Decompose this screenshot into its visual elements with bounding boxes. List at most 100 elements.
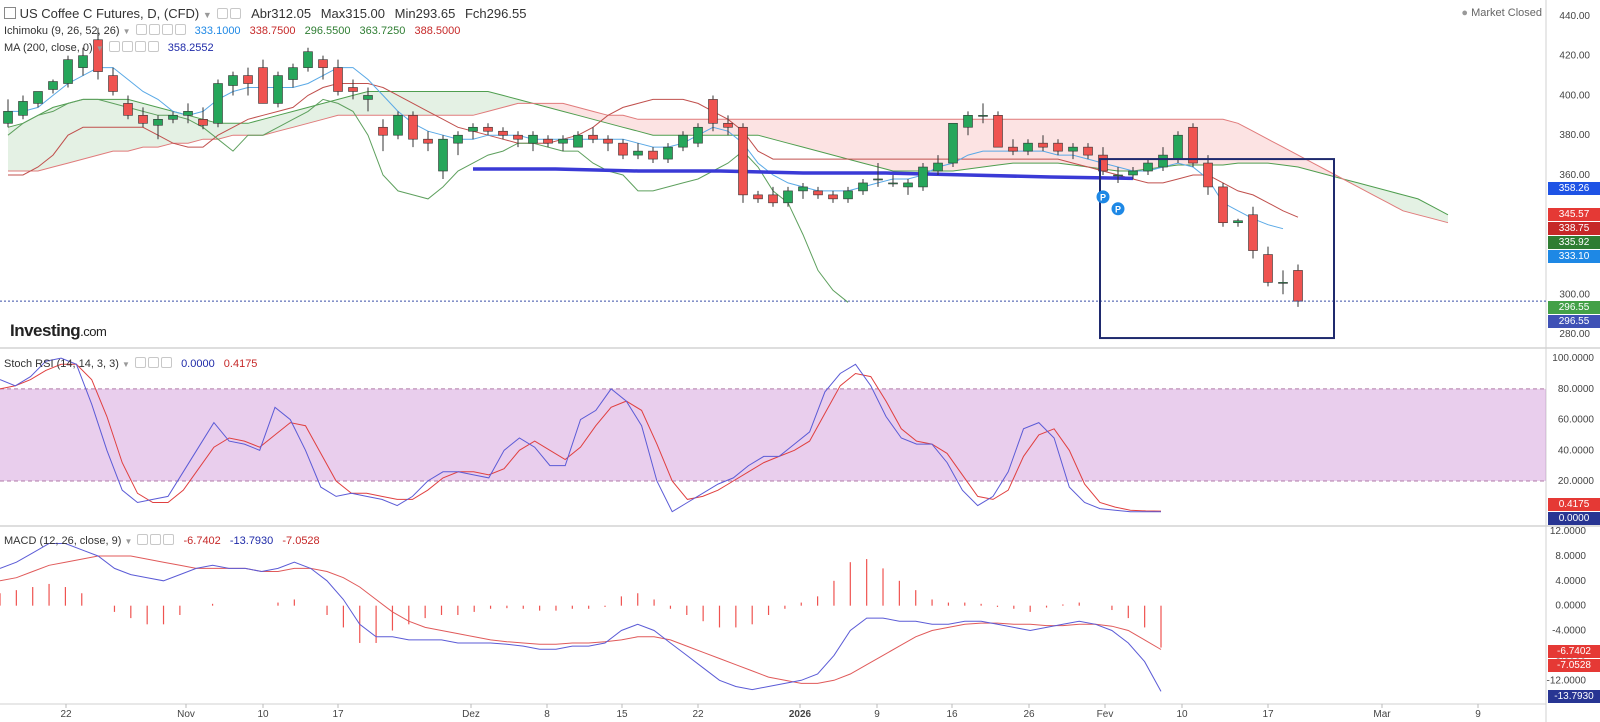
price-tag: 358.26: [1548, 182, 1600, 195]
remove-icon[interactable]: [134, 41, 146, 52]
price-axis-tick: 380.00: [1559, 130, 1590, 141]
chevron-down-icon[interactable]: ▼: [124, 537, 133, 546]
candle-body: [798, 186, 808, 192]
candle-body: [48, 81, 58, 90]
kumo-cloud-segment: [1253, 131, 1268, 164]
eye-icon[interactable]: [135, 24, 147, 35]
kumo-cloud-segment: [848, 119, 863, 164]
candle-body: [1248, 214, 1258, 251]
kumo-cloud-segment: [1388, 190, 1403, 211]
kumo-cloud-segment: [563, 103, 578, 116]
candle-body: [618, 142, 628, 156]
kumo-cloud-segment: [668, 119, 683, 136]
candle-body: [213, 83, 223, 124]
macd-axis-tick: 4.0000: [1555, 576, 1586, 587]
candle-body: [978, 115, 988, 117]
price-tag: 338.75: [1548, 222, 1600, 235]
kumo-cloud-segment: [578, 107, 593, 120]
remove-icon[interactable]: [161, 24, 173, 35]
stoch-tag: 0.4175: [1548, 498, 1600, 511]
candle-body: [993, 115, 1003, 148]
stoch-axis-tick: 40.0000: [1558, 445, 1595, 456]
stoch-k-line: [0, 357, 1161, 513]
ma-legend[interactable]: MA (200, close, 0) ▼ 358.2552: [4, 41, 214, 54]
kumo-cloud-segment: [923, 119, 938, 172]
kumo-cloud-segment: [638, 119, 653, 136]
chevron-down-icon[interactable]: ▼: [202, 10, 212, 20]
price-axis-tick: 300.00: [1559, 289, 1590, 300]
price-tag: 296.55: [1548, 315, 1600, 328]
candle-body: [588, 134, 598, 140]
candle-body: [543, 138, 553, 144]
kumo-cloud-segment: [263, 115, 278, 136]
candle-body: [1038, 142, 1048, 148]
chevron-down-icon[interactable]: ▼: [95, 44, 104, 53]
close-icon[interactable]: [174, 24, 186, 35]
candle-body: [438, 138, 448, 172]
stoch-d-line: [0, 363, 1162, 512]
candle-body: [783, 190, 793, 204]
kumo-cloud-segment: [1373, 186, 1388, 203]
low-label: Min: [394, 6, 416, 21]
time-axis-tick: 10: [257, 709, 269, 720]
candle-body: [483, 126, 493, 132]
market-status: ● Market Closed: [1461, 7, 1542, 19]
kumo-cloud-segment: [863, 119, 878, 168]
close-icon[interactable]: [161, 357, 172, 368]
candle-body: [843, 190, 853, 200]
macd-axis-tick: 8.0000: [1555, 551, 1586, 562]
settings-icon[interactable]: [148, 24, 160, 35]
market-status-text: Market Closed: [1471, 7, 1542, 19]
candle-body: [678, 134, 688, 148]
kumo-cloud-segment: [908, 119, 923, 172]
stoch-tag: 0.0000: [1548, 512, 1600, 525]
macd-value-3: -7.0528: [282, 535, 320, 547]
candle-body: [693, 126, 703, 144]
candle-body: [918, 166, 928, 188]
time-axis-tick: 17: [332, 709, 344, 720]
candle-body: [63, 59, 73, 84]
collapse-icon[interactable]: [4, 7, 16, 19]
macd-axis-tick: -4.0000: [1552, 626, 1586, 637]
time-axis-tick: 17: [1262, 709, 1274, 720]
settings-icon[interactable]: [121, 41, 133, 52]
kumo-cloud-segment: [488, 91, 503, 112]
kumo-cloud-segment: [788, 119, 803, 148]
symbol-title: US Coffee C Futures, D, (CFD): [19, 6, 200, 21]
candle-body: [663, 146, 673, 160]
candle-body: [1203, 162, 1213, 188]
pivot-marker-icon: [1111, 202, 1125, 216]
eye-icon[interactable]: [135, 357, 146, 368]
macd-signal-line: [0, 555, 1162, 684]
candle-body: [378, 126, 388, 136]
candle-body: [963, 115, 973, 128]
time-axis-tick: 15: [616, 709, 628, 720]
macd-legend[interactable]: MACD (12, 26, close, 9) ▼ -6.7402 -13.79…: [4, 534, 320, 547]
close-icon[interactable]: [163, 534, 175, 545]
stoch-rsi-legend[interactable]: Stoch RSI (14, 14, 3, 3) ▼ 0.0000 0.4175: [4, 357, 257, 370]
kumo-cloud-segment: [368, 91, 383, 116]
eye-icon[interactable]: [108, 41, 120, 52]
eye-icon[interactable]: [137, 534, 149, 545]
price-axis-tick: 400.00: [1559, 90, 1590, 101]
settings-icon[interactable]: [150, 534, 162, 545]
chevron-down-icon[interactable]: ▼: [122, 27, 131, 36]
ichimoku-legend[interactable]: Ichimoku (9, 26, 52, 26) ▼ 333.1000 338.…: [4, 24, 460, 37]
close-icon[interactable]: [147, 41, 159, 52]
eye-icon[interactable]: [217, 8, 229, 19]
chikou-span-line: [7, 98, 849, 303]
investing-logo: Investing.com: [10, 321, 107, 341]
price-tag: 296.55: [1548, 301, 1600, 314]
macd-tag: -13.7930: [1548, 690, 1600, 703]
candle-body: [78, 55, 88, 68]
settings-icon[interactable]: [148, 357, 159, 368]
kumo-cloud-segment: [1013, 119, 1028, 164]
time-axis-tick: 9: [1475, 709, 1481, 720]
chevron-down-icon[interactable]: ▼: [122, 360, 130, 369]
time-axis-tick: 22: [60, 709, 72, 720]
candle-body: [273, 75, 283, 104]
settings-icon[interactable]: [230, 8, 242, 19]
candle-body: [1278, 282, 1288, 284]
candle-body: [423, 138, 433, 144]
